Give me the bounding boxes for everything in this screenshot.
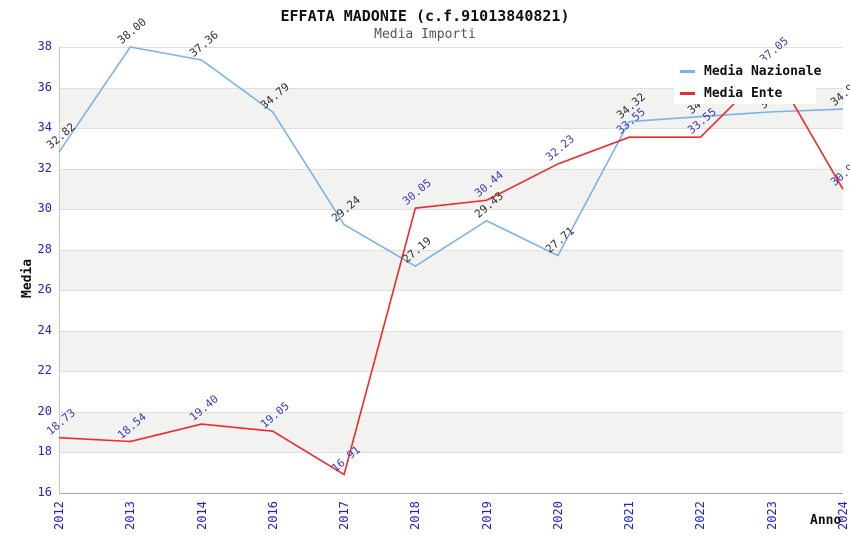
gridline <box>59 412 843 413</box>
legend-label: Media Nazionale <box>704 63 822 79</box>
chart-subtitle: Media Importi <box>374 27 476 42</box>
y-tick-label: 30 <box>37 201 52 216</box>
plot-band <box>59 168 843 210</box>
series-line-media-nazionale <box>58 46 844 268</box>
blue-line-swatch <box>680 69 695 73</box>
y-axis-title: Media <box>20 258 35 298</box>
x-axis-line <box>59 493 843 494</box>
y-tick-label: 20 <box>37 403 52 418</box>
gridline <box>59 290 843 291</box>
y-tick-label: 26 <box>37 282 52 297</box>
gridline <box>59 452 843 453</box>
y-tick-label: 22 <box>37 363 52 378</box>
y-tick-label: 36 <box>37 79 52 94</box>
gridline <box>59 169 843 170</box>
y-tick-label: 18 <box>37 444 52 459</box>
gridline <box>59 371 843 372</box>
gridline <box>59 250 843 251</box>
gridline <box>59 209 843 210</box>
y-tick-label: 28 <box>37 241 52 256</box>
plot-band <box>59 249 843 291</box>
red-line-swatch <box>680 91 695 95</box>
gridline <box>59 331 843 332</box>
legend-item-media-ente: Media Ente <box>674 82 816 104</box>
y-tick-label: 16 <box>37 485 52 499</box>
y-tick-label: 34 <box>37 120 52 135</box>
y-tick-label: 38 <box>37 39 52 53</box>
chart-title: EFFATA MADONIE (c.f.91013840821) <box>280 7 570 25</box>
series-line-media-ente <box>58 64 844 476</box>
plot-band <box>59 330 843 372</box>
gridline <box>59 88 843 89</box>
plot-band <box>59 411 843 453</box>
gridline <box>59 47 843 48</box>
legend-item-media-nazionale: Media Nazionale <box>674 60 821 82</box>
x-axis-title: Anno <box>810 513 842 528</box>
y-tick-label: 24 <box>37 322 52 337</box>
gridline <box>59 128 843 129</box>
legend-label: Media Ente <box>704 85 783 101</box>
y-tick-label: 32 <box>37 160 52 175</box>
y-axis-line <box>59 47 60 493</box>
legend: Media Nazionale Media Ente <box>674 60 821 104</box>
